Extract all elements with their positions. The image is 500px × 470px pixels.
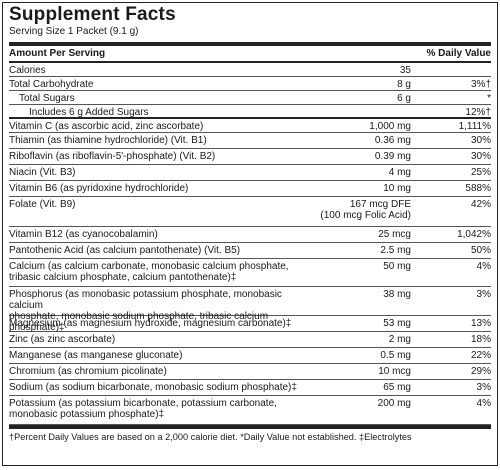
nutrient-table: Calories 35 Total Carbohydrate 8 g 3%† Total …	[9, 63, 491, 425]
nutrient-row: Vitamin C (as ascorbic acid, zinc ascorb…	[9, 119, 491, 133]
nutrient-row: Calories 35	[9, 63, 491, 77]
nutrient-row: Potassium (as potassium bicarbonate, pot…	[9, 396, 491, 425]
nutrient-row: Thiamin (as thiamine hydrochloride) (Vit…	[9, 133, 491, 149]
nutrient-daily-value: 4%	[476, 261, 491, 272]
nutrient-daily-value: 13%	[470, 318, 491, 329]
nutrient-row: Includes 6 g Added Sugars 12%†	[9, 105, 491, 119]
nutrient-daily-value: 1,111%	[458, 121, 491, 132]
bottom-divider	[9, 425, 491, 429]
nutrient-daily-value: 1,042%	[457, 229, 491, 240]
header-divider	[9, 61, 491, 63]
nutrient-amount: 200 mg	[377, 398, 411, 409]
nutrient-row: Niacin (Vit. B3) 4 mg 25%	[9, 165, 491, 181]
nutrient-name: Folate (Vit. B9)	[9, 199, 76, 210]
nutrient-amount: 1,000 mg	[369, 121, 411, 132]
nutrient-amount: 0.5 mg	[380, 350, 411, 361]
nutrient-amount: 50 mg	[383, 261, 411, 272]
nutrient-row: Folate (Vit. B9) 167 mcg DFE (100 mcg Foli…	[9, 197, 491, 227]
nutrient-row: Sodium (as sodium bicarbonate, monobasic…	[9, 380, 491, 396]
nutrient-daily-value: 50%	[470, 245, 491, 256]
nutrient-daily-value: 3%	[476, 289, 491, 300]
nutrient-amount: 25 mcg	[378, 229, 411, 240]
nutrient-amount: 8 g	[397, 79, 411, 90]
nutrient-daily-value: 3%	[476, 382, 491, 393]
nutrient-row: Vitamin B6 (as pyridoxine hydrochloride)…	[9, 181, 491, 197]
nutrient-amount: 65 mg	[383, 382, 411, 393]
nutrient-name: Vitamin B12 (as cyanocobalamin)	[9, 229, 158, 240]
nutrient-daily-value: 4%	[476, 398, 491, 409]
thick-divider	[9, 42, 491, 46]
footnote: †Percent Daily Values are based on a 2,0…	[9, 432, 412, 442]
nutrient-name: Vitamin C (as ascorbic acid, zinc ascorb…	[9, 121, 204, 132]
nutrient-daily-value: 42%	[470, 199, 491, 210]
nutrient-daily-value: 3%†	[470, 79, 491, 90]
nutrient-name: Phosphorus (as monobasic potassium phosp…	[9, 289, 282, 333]
nutrient-name: Magnesium (as magnesium hydroxide, magne…	[9, 318, 292, 329]
nutrient-amount: 10 mcg	[378, 366, 411, 377]
amount-per-serving-header: Amount Per Serving	[9, 48, 106, 59]
nutrient-amount: 10 mg	[383, 183, 411, 194]
nutrient-name: Vitamin B6 (as pyridoxine hydrochloride)	[9, 183, 189, 194]
nutrient-amount: 35	[399, 65, 411, 76]
nutrient-name: Total Sugars	[19, 93, 75, 104]
nutrient-row: Manganese (as manganese gluconate) 0.5 mg…	[9, 348, 491, 364]
nutrient-daily-value: 18%	[470, 334, 491, 345]
nutrient-row: Vitamin B12 (as cyanocobalamin) 25 mcg 1,0…	[9, 227, 491, 243]
nutrient-daily-value: 30%	[470, 135, 491, 146]
nutrient-daily-value: 22%	[470, 350, 491, 361]
nutrient-row: Calcium (as calcium carbonate, monobasic…	[9, 259, 491, 287]
nutrient-daily-value: 25%	[470, 167, 491, 178]
nutrient-daily-value: 30%	[470, 151, 491, 162]
nutrient-amount: 0.39 mg	[374, 151, 411, 162]
column-header: Amount Per Serving % Daily Value	[9, 46, 491, 61]
nutrient-daily-value: *	[487, 93, 491, 104]
nutrient-amount: 167 mcg DFE (100 mcg Folic Acid)	[320, 199, 411, 221]
nutrient-amount: 0.36 mg	[374, 135, 411, 146]
nutrient-name: Includes 6 g Added Sugars	[29, 107, 149, 118]
nutrient-daily-value: 29%	[470, 366, 491, 377]
nutrient-row: Total Sugars 6 g *	[9, 91, 491, 105]
nutrient-name: Pantothenic Acid (as calcium pantothenat…	[9, 245, 241, 256]
nutrient-name: Total Carbohydrate	[9, 79, 94, 90]
supplement-facts-panel: Supplement Facts Serving Size 1 Packet (…	[2, 2, 498, 466]
nutrient-row: Phosphorus (as monobasic potassium phosp…	[9, 287, 491, 333]
nutrient-name: Thiamin (as thiamine hydrochloride) (Vit…	[9, 135, 207, 146]
nutrient-row: Riboflavin (as riboflavin-5'-phosphate) …	[9, 149, 491, 165]
nutrient-amount: 6 g	[397, 93, 411, 104]
nutrient-row: Total Carbohydrate 8 g 3%†	[9, 77, 491, 91]
nutrient-amount: 53 mg	[383, 318, 411, 329]
nutrient-amount: 38 mg	[383, 289, 411, 300]
nutrient-name: Sodium (as sodium bicarbonate, monobasic…	[9, 382, 297, 393]
nutrient-name: Manganese (as manganese gluconate)	[9, 350, 183, 361]
nutrient-name: Calories	[9, 65, 46, 76]
nutrient-row: Magnesium (as magnesium hydroxide, magne…	[9, 316, 491, 332]
nutrient-amount: 2 mg	[388, 334, 411, 345]
nutrient-row: Chromium (as chromium picolinate) 10 mcg 2…	[9, 364, 491, 380]
nutrient-amount: 2.5 mg	[380, 245, 411, 256]
nutrient-name: Zinc (as zinc ascorbate)	[9, 334, 116, 345]
nutrient-amount: 4 mg	[388, 167, 411, 178]
nutrient-row: Zinc (as zinc ascorbate) 2 mg 18%	[9, 332, 491, 348]
nutrient-name: Riboflavin (as riboflavin-5'-phosphate) …	[9, 151, 216, 162]
nutrient-name: Calcium (as calcium carbonate, monobasic…	[9, 261, 289, 283]
nutrient-daily-value	[411, 63, 491, 76]
nutrient-name: Chromium (as chromium picolinate)	[9, 366, 167, 377]
nutrient-row: Pantothenic Acid (as calcium pantothenat…	[9, 243, 491, 259]
nutrient-daily-value: 588%	[465, 183, 491, 194]
serving-size: Serving Size 1 Packet (9.1 g)	[9, 26, 139, 37]
nutrient-daily-value: 12%†	[465, 107, 491, 118]
nutrient-amount	[311, 105, 411, 117]
daily-value-header: % Daily Value	[426, 48, 491, 59]
nutrient-name: Niacin (Vit. B3)	[9, 167, 76, 178]
nutrient-name: Potassium (as potassium bicarbonate, pot…	[9, 398, 277, 420]
panel-title: Supplement Facts	[9, 4, 176, 25]
